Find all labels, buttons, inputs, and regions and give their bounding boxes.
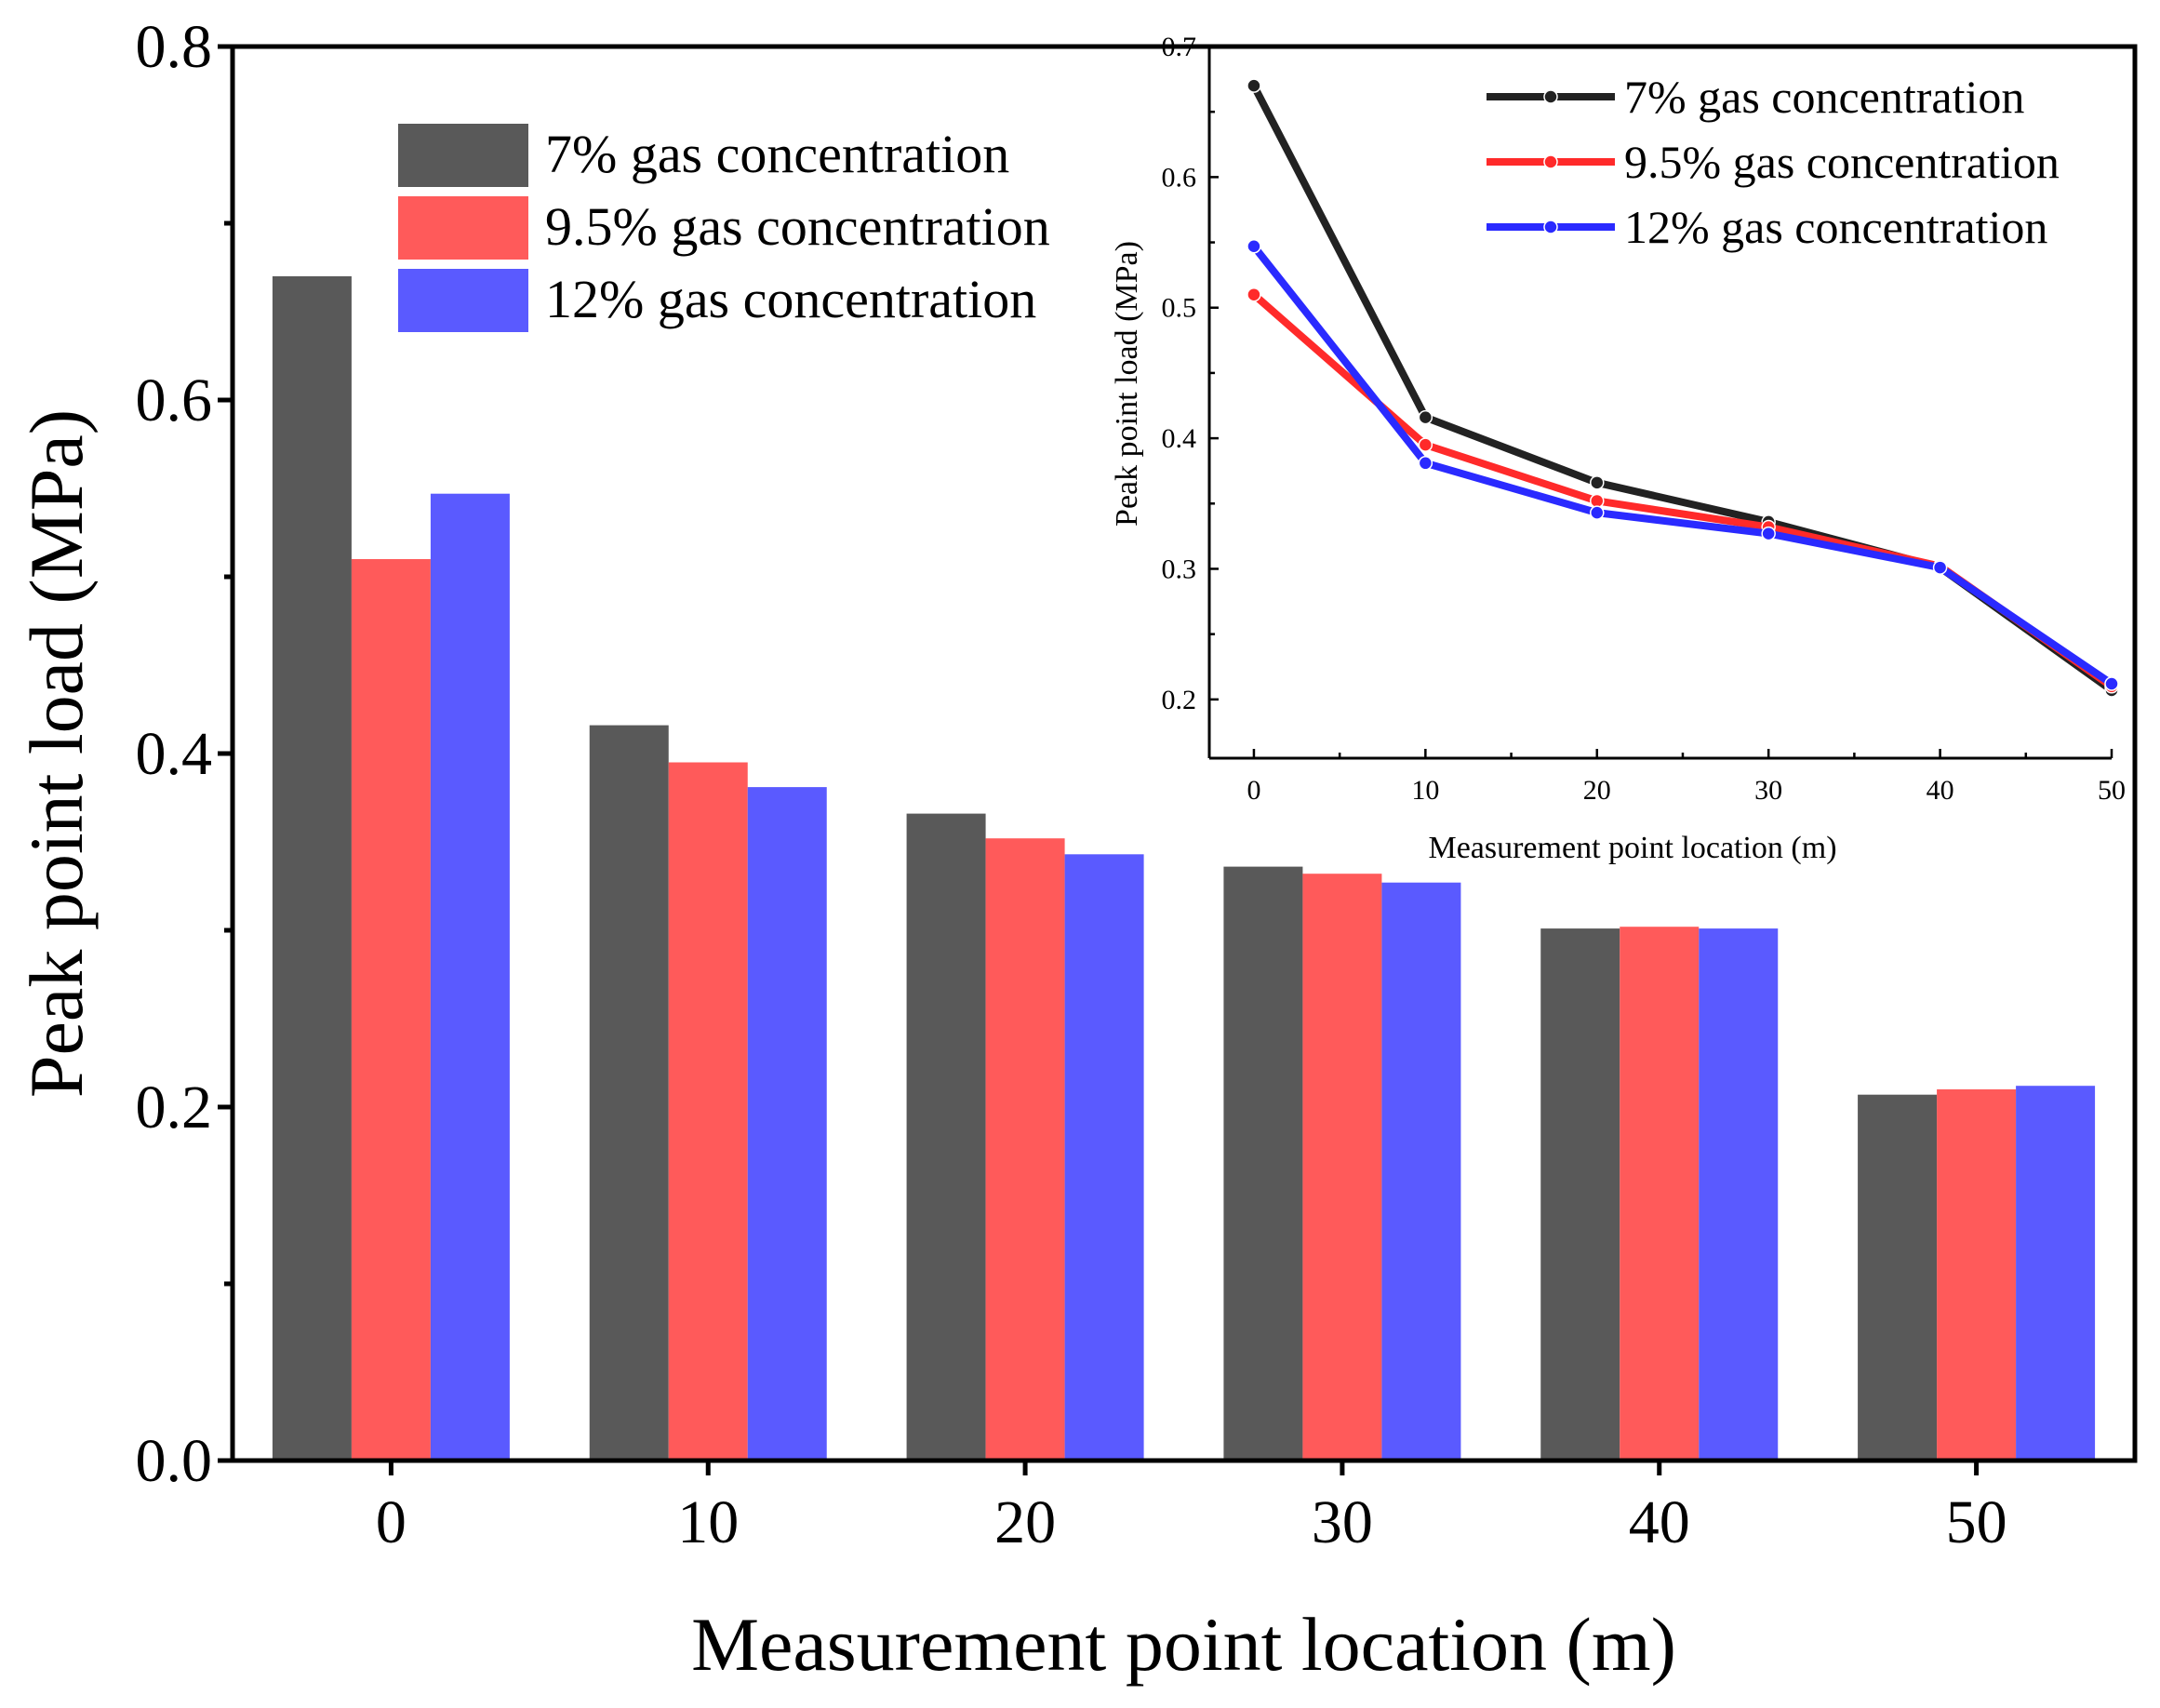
inset-line-series1 <box>1251 291 2114 690</box>
bar-series2-cat4 <box>1699 928 1779 1461</box>
inset-legend-label-2: 12% gas concentration <box>1624 201 2047 253</box>
bar-series0-cat0 <box>272 276 352 1461</box>
inset-legend-marker-2 <box>1543 220 1558 234</box>
inset-x-tick-label: 50 <box>2098 775 2126 806</box>
legend-swatch-1 <box>398 196 528 260</box>
bar-series1-cat2 <box>985 838 1065 1461</box>
bar-series2-cat0 <box>430 493 510 1461</box>
inset-legend-marker-0 <box>1543 89 1558 104</box>
bar-series0-cat1 <box>589 725 669 1461</box>
x-tick-label: 30 <box>1312 1488 1373 1556</box>
inset-point-series1-1 <box>1418 437 1433 452</box>
inset-point-series2-0 <box>1247 239 1261 254</box>
bar-series1-cat0 <box>351 559 431 1461</box>
inset-legend-marker-1 <box>1543 154 1558 169</box>
inset-x-tick-label: 10 <box>1411 775 1439 806</box>
x-tick-label: 50 <box>1946 1488 2007 1556</box>
y-tick-label: 0.0 <box>136 1427 213 1495</box>
bar-series0-cat3 <box>1223 866 1303 1461</box>
bar-series0-cat2 <box>906 813 986 1461</box>
x-tick-label: 40 <box>1629 1488 1690 1556</box>
inset-point-series0-0 <box>1247 78 1261 93</box>
inset-y-tick-label: 0.4 <box>1162 423 1197 454</box>
legend-swatch-2 <box>398 269 528 332</box>
bar-series0-cat4 <box>1540 928 1620 1461</box>
inset-point-series2-4 <box>1932 560 1948 575</box>
legend-label-2: 12% gas concentration <box>545 269 1036 329</box>
inset-point-series2-3 <box>1761 526 1776 541</box>
y-tick-label: 0.8 <box>136 13 213 81</box>
y-tick-label: 0.2 <box>136 1074 213 1141</box>
bar-series1-cat5 <box>1937 1089 2017 1461</box>
bar-series2-cat5 <box>2016 1086 2096 1461</box>
y-tick-label: 0.4 <box>136 720 213 788</box>
inset-y-tick-label: 0.6 <box>1162 162 1197 193</box>
inset-point-series2-5 <box>2104 676 2119 691</box>
legend-swatch-0 <box>398 124 528 187</box>
inset-point-series0-2 <box>1590 475 1605 490</box>
bar-series2-cat2 <box>1064 854 1144 1461</box>
legend-label-1: 9.5% gas concentration <box>545 196 1050 257</box>
inset-y-tick-label: 0.5 <box>1162 293 1197 324</box>
inset-legend-label-1: 9.5% gas concentration <box>1624 136 2060 188</box>
inset-y-tick-label: 0.7 <box>1162 32 1197 62</box>
inset-x-tick-label: 30 <box>1754 775 1782 806</box>
inset-point-series1-0 <box>1247 287 1261 302</box>
inset-legend-label-0: 7% gas concentration <box>1624 71 2024 123</box>
bar-series1-cat3 <box>1302 874 1382 1461</box>
bar-series1-cat1 <box>668 762 748 1461</box>
x-tick-label: 10 <box>677 1488 739 1556</box>
bar-series2-cat3 <box>1381 882 1461 1461</box>
y-axis-title: Peak point load (MPa) <box>14 409 99 1098</box>
x-axis-title: Measurement point location (m) <box>691 1602 1676 1687</box>
inset-line-series2 <box>1250 244 2114 687</box>
inset-x-tick-label: 0 <box>1247 775 1260 806</box>
x-tick-label: 0 <box>376 1488 407 1556</box>
inset-x-axis-title: Measurement point location (m) <box>1428 831 1836 865</box>
x-tick-label: 20 <box>994 1488 1056 1556</box>
inset-y-tick-label: 0.3 <box>1162 554 1197 584</box>
bar-series0-cat5 <box>1858 1094 1938 1461</box>
inset-y-tick-label: 0.2 <box>1162 685 1197 715</box>
legend-label-0: 7% gas concentration <box>545 124 1009 184</box>
bar-series1-cat4 <box>1620 927 1700 1461</box>
inset-x-tick-label: 40 <box>1927 775 1954 806</box>
inset-y-axis-title: Peak point load (MPa) <box>1110 241 1144 527</box>
inset-point-series0-1 <box>1418 409 1433 425</box>
bar-series2-cat1 <box>747 787 827 1461</box>
y-tick-label: 0.6 <box>136 367 213 434</box>
inset-x-tick-label: 20 <box>1583 775 1611 806</box>
inset-point-series2-1 <box>1418 456 1433 471</box>
inset-point-series2-2 <box>1590 505 1605 520</box>
